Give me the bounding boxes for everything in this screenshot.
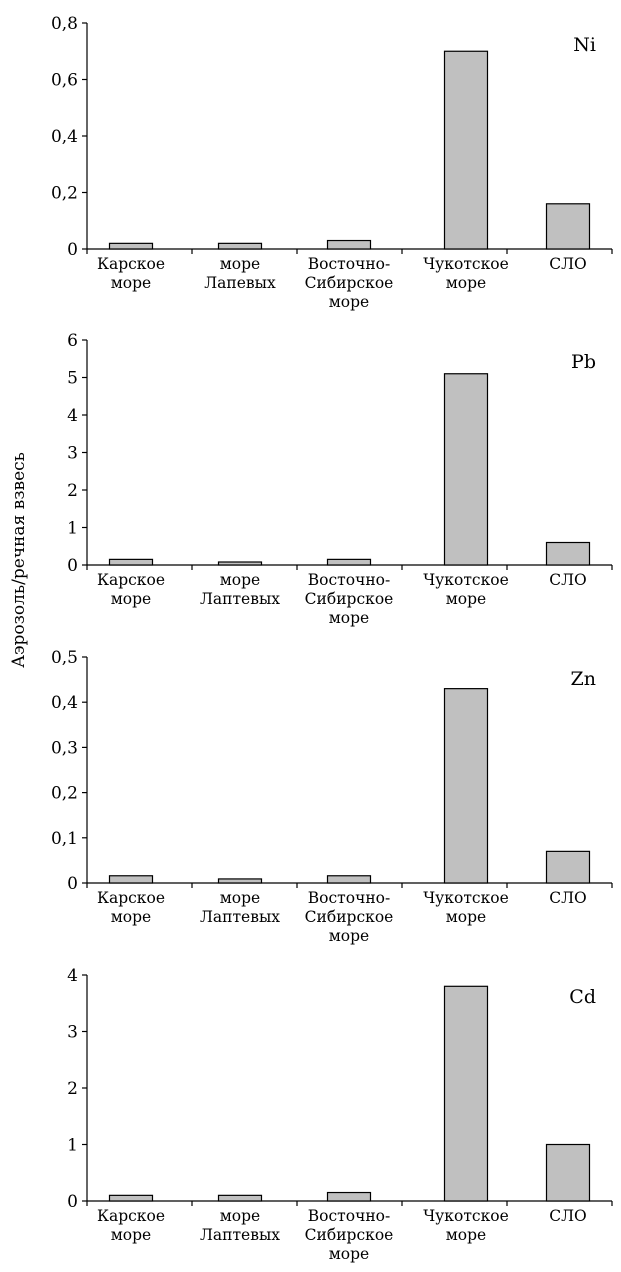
category-label: СЛО (549, 255, 587, 273)
y-tick-label: 4 (67, 406, 78, 426)
category-label: море (446, 590, 486, 608)
category-label: Чукотское (423, 1207, 509, 1225)
category-label: море (220, 1207, 260, 1225)
y-tick-label: 0,4 (51, 693, 78, 713)
category-label: море (446, 1226, 486, 1244)
y-axis-title: Аэрозоль/речная взвесь (9, 452, 29, 668)
y-tick-label: 2 (67, 481, 78, 501)
bar-2 (217, 242, 263, 250)
y-tick-label: 0,3 (51, 738, 78, 758)
y-tick-label: 3 (67, 1023, 78, 1043)
category-label: Карское (97, 255, 165, 273)
bar-3 (326, 558, 372, 566)
category-label: Карское (97, 1207, 165, 1225)
category-label: СЛО (549, 889, 587, 907)
category-label: море (111, 908, 151, 926)
category-label: Лаптевых (200, 590, 280, 608)
panel-pb: 0123456КарскоеморемореЛаптевыхВосточно-С… (67, 331, 613, 627)
category-label: море (446, 274, 486, 292)
panel-zn: 00,10,20,30,40,5КарскоеморемореЛаптевыхВ… (51, 648, 613, 945)
y-tick-label: 0,2 (51, 184, 78, 204)
bar-4 (443, 688, 489, 884)
y-tick-label: 4 (67, 966, 78, 986)
category-label: Карское (97, 571, 165, 589)
category-label: Лаптевых (200, 908, 280, 926)
y-tick-label: 1 (67, 519, 78, 539)
y-tick-label: 0,5 (51, 648, 78, 668)
bar-5 (545, 541, 591, 566)
bar-3 (326, 1191, 372, 1202)
category-label: море (329, 1245, 369, 1263)
category-label: море (329, 609, 369, 627)
bar-2 (217, 878, 263, 884)
category-label: Сибирское (305, 908, 394, 926)
bar-5 (545, 850, 591, 884)
category-label: Сибирское (305, 590, 394, 608)
bar-5 (545, 203, 591, 250)
y-tick-label: 0,4 (51, 127, 78, 147)
panel-label: Pb (571, 351, 596, 373)
panel-label: Zn (571, 668, 596, 690)
category-label: СЛО (549, 1207, 587, 1225)
y-tick-label: 0,6 (51, 71, 78, 91)
panel-cd: 01234КарскоеморемореЛаптевыхВосточно-Сиб… (67, 966, 613, 1263)
panel-label: Cd (569, 986, 596, 1008)
category-label: Сибирское (305, 1226, 394, 1244)
y-tick-label: 2 (67, 1079, 78, 1099)
panel-label: Ni (573, 34, 596, 56)
category-label: СЛО (549, 571, 587, 589)
category-label: море (220, 255, 260, 273)
panel-ni: 00,20,40,60,8КарскоеморемореЛапевыхВосто… (51, 14, 613, 311)
bar-1 (108, 875, 154, 884)
y-tick-label: 6 (67, 331, 78, 351)
category-label: Карское (97, 889, 165, 907)
y-tick-label: 0 (67, 556, 78, 576)
bar-1 (108, 1194, 154, 1202)
y-tick-label: 1 (67, 1136, 78, 1156)
category-label: море (111, 274, 151, 292)
category-label: Лаптевых (200, 1226, 280, 1244)
category-label: Восточно- (308, 255, 390, 273)
bar-3 (326, 875, 372, 884)
bar-5 (545, 1143, 591, 1202)
bar-1 (108, 242, 154, 250)
y-tick-label: 3 (67, 444, 78, 464)
category-label: Восточно- (308, 889, 390, 907)
bar-4 (443, 373, 489, 566)
category-label: море (220, 571, 260, 589)
y-tick-label: 5 (67, 369, 78, 389)
category-label: Восточно- (308, 571, 390, 589)
y-tick-label: 0 (67, 1192, 78, 1212)
bar-4 (443, 985, 489, 1202)
category-label: море (446, 908, 486, 926)
category-label: море (111, 590, 151, 608)
category-label: море (220, 889, 260, 907)
y-tick-label: 0 (67, 874, 78, 894)
y-tick-label: 0 (67, 240, 78, 260)
category-label: Лапевых (204, 274, 276, 292)
category-label: Сибирское (305, 274, 394, 292)
category-label: Чукотское (423, 255, 509, 273)
bar-4 (443, 50, 489, 250)
category-label: Чукотское (423, 889, 509, 907)
category-label: море (329, 927, 369, 945)
y-tick-label: 0,1 (51, 829, 78, 849)
bar-3 (326, 239, 372, 250)
y-tick-label: 0,8 (51, 14, 78, 34)
category-label: море (111, 1226, 151, 1244)
bar-2 (217, 561, 263, 566)
bar-1 (108, 558, 154, 566)
category-label: море (329, 293, 369, 311)
category-label: Восточно- (308, 1207, 390, 1225)
category-label: Чукотское (423, 571, 509, 589)
bar-2 (217, 1194, 263, 1202)
y-tick-label: 0,2 (51, 784, 78, 804)
